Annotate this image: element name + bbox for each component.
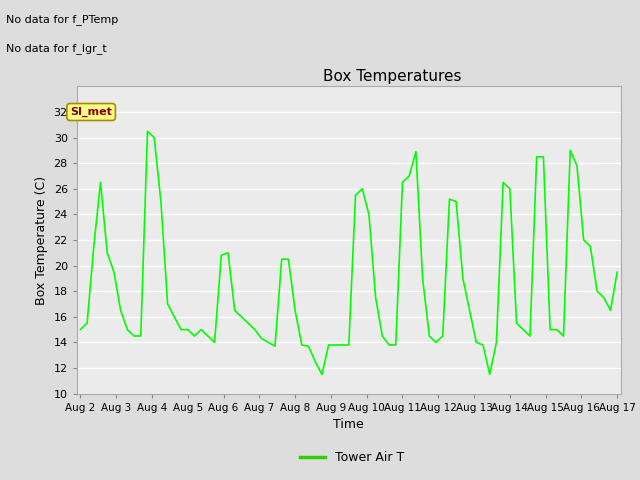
Legend: Tower Air T: Tower Air T [295, 446, 409, 469]
Y-axis label: Box Temperature (C): Box Temperature (C) [35, 175, 48, 305]
Text: SI_met: SI_met [70, 107, 112, 117]
X-axis label: Time: Time [333, 418, 364, 431]
Title: Box Temperatures: Box Temperatures [323, 69, 461, 84]
Text: No data for f_PTemp: No data for f_PTemp [6, 14, 118, 25]
Text: No data for f_lgr_t: No data for f_lgr_t [6, 43, 107, 54]
